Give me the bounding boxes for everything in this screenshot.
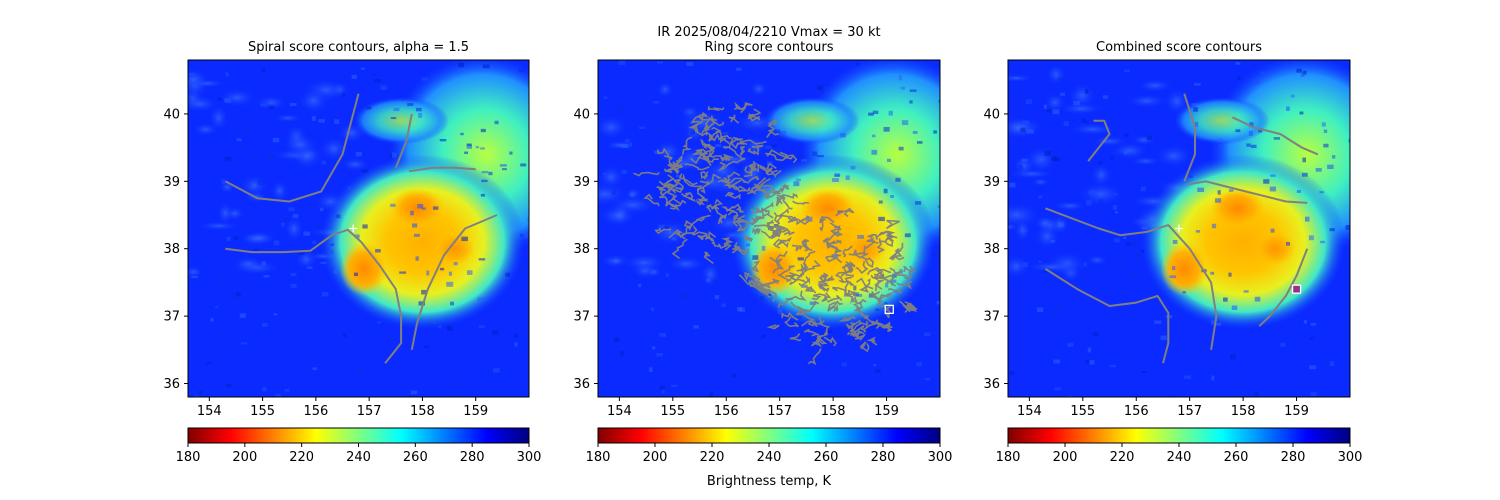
brightness-field (598, 60, 940, 397)
panel-title: Combined score contours (1096, 40, 1262, 55)
y-tick-label: 39 (983, 175, 1000, 190)
panel-title: Spiral score contours, alpha = 1.5 (248, 40, 469, 55)
x-tick-label: 158 (821, 404, 846, 419)
axes-frame (597, 59, 941, 398)
x-tick-label: 155 (1070, 404, 1095, 419)
x-tick-label: 156 (1124, 404, 1149, 419)
y-tick-label: 39 (573, 175, 590, 190)
x-tick-label: 158 (410, 404, 435, 419)
y-tick-label: 40 (163, 107, 180, 122)
colorbar-tick-label: 280 (460, 450, 485, 465)
colorbar-tick-label: 240 (1167, 450, 1192, 465)
colorbar: 180 200 220 240 260 280 300 (176, 427, 542, 465)
panel-1: Spiral score contours, alpha = 1.5 154 155… (163, 40, 542, 465)
ring-contour-region (738, 207, 918, 366)
x-tick-label: 155 (250, 404, 275, 419)
x-tick-label: 159 (874, 404, 899, 419)
colorbar-tick-label: 180 (176, 450, 201, 465)
y-tick-label: 37 (163, 310, 180, 325)
center-square-marker (1291, 284, 1302, 294)
y-tick-label: 36 (983, 377, 1000, 392)
x-tick-label: 154 (607, 404, 632, 419)
colorbar-tick-label: 200 (232, 450, 257, 465)
colorbar-tick-label: 200 (643, 450, 668, 465)
panel-title: Ring score contours (704, 40, 833, 55)
figure-suptitle: IR 2025/08/04/2210 Vmax = 30 kt (657, 25, 880, 40)
x-tick-label: 159 (463, 404, 488, 419)
colorbar-tick-label: 260 (1224, 450, 1249, 465)
x-tick-label: 156 (303, 404, 328, 419)
x-tick-label: 157 (357, 404, 382, 419)
score-contour (1044, 268, 1170, 364)
colorbar-tick-label: 260 (403, 450, 428, 465)
score-contour (1183, 93, 1196, 182)
score-contour (1258, 248, 1309, 327)
score-contour (1087, 119, 1111, 162)
y-tick-label: 37 (573, 310, 590, 325)
y-tick-label: 38 (163, 242, 180, 257)
x-tick-label: 158 (1231, 404, 1256, 419)
colorbar-label: Brightness temp, K (707, 474, 832, 489)
axes-frame (187, 59, 530, 398)
colorbar-tick-label: 220 (700, 450, 725, 465)
colorbar: 180 200 220 240 260 280 300 (586, 427, 953, 465)
y-tick-label: 38 (983, 242, 1000, 257)
ring-contour-region (633, 101, 809, 265)
y-tick-label: 39 (163, 175, 180, 190)
x-tick-label: 154 (197, 404, 222, 419)
colorbar: 180 200 220 240 260 280 300 (996, 427, 1363, 465)
x-tick-label: 155 (660, 404, 685, 419)
center-plus-marker (349, 224, 358, 233)
y-tick-label: 40 (983, 107, 1000, 122)
colorbar-tick-label: 280 (871, 450, 896, 465)
x-tick-label: 159 (1284, 404, 1309, 419)
colorbar-tick-label: 260 (814, 450, 839, 465)
x-tick-label: 156 (714, 404, 739, 419)
colorbar-tick-label: 300 (928, 450, 953, 465)
y-tick-label: 37 (983, 310, 1000, 325)
panel-3: Combined score contours 154 155 156 157 158 15… (983, 40, 1363, 465)
colorbar-tick-label: 300 (517, 450, 542, 465)
x-tick-label: 154 (1017, 404, 1042, 419)
x-tick-label: 157 (1177, 404, 1202, 419)
axes-frame (1007, 59, 1351, 398)
panel-2: Ring score contours 154 155 156 157 158 159 36 3… (573, 40, 953, 465)
colorbar-tick-label: 220 (289, 450, 314, 465)
colorbar-tick-label: 200 (1053, 450, 1078, 465)
brightness-field (1008, 60, 1350, 397)
colorbar-tick-label: 280 (1281, 450, 1306, 465)
score-contour (394, 113, 413, 169)
score-contour (410, 214, 498, 350)
y-tick-label: 36 (163, 377, 180, 392)
center-square-marker (884, 304, 894, 315)
score-contour (408, 166, 476, 173)
colorbar-tick-label: 180 (996, 450, 1021, 465)
y-tick-label: 36 (573, 377, 590, 392)
score-contour (1186, 180, 1308, 204)
colorbar-tick-label: 220 (1110, 450, 1135, 465)
score-contour (1231, 116, 1319, 156)
brightness-field (188, 60, 529, 397)
colorbar-tick-label: 240 (346, 450, 371, 465)
center-plus-marker (1175, 224, 1183, 233)
y-tick-label: 40 (573, 107, 590, 122)
score-contour (1045, 207, 1218, 350)
score-contour (225, 228, 403, 364)
colorbar-tick-label: 300 (1338, 450, 1363, 465)
y-tick-label: 38 (573, 242, 590, 257)
colorbar-tick-label: 240 (757, 450, 782, 465)
score-contour (224, 93, 360, 203)
colorbar-tick-label: 180 (586, 450, 611, 465)
x-tick-label: 157 (767, 404, 792, 419)
